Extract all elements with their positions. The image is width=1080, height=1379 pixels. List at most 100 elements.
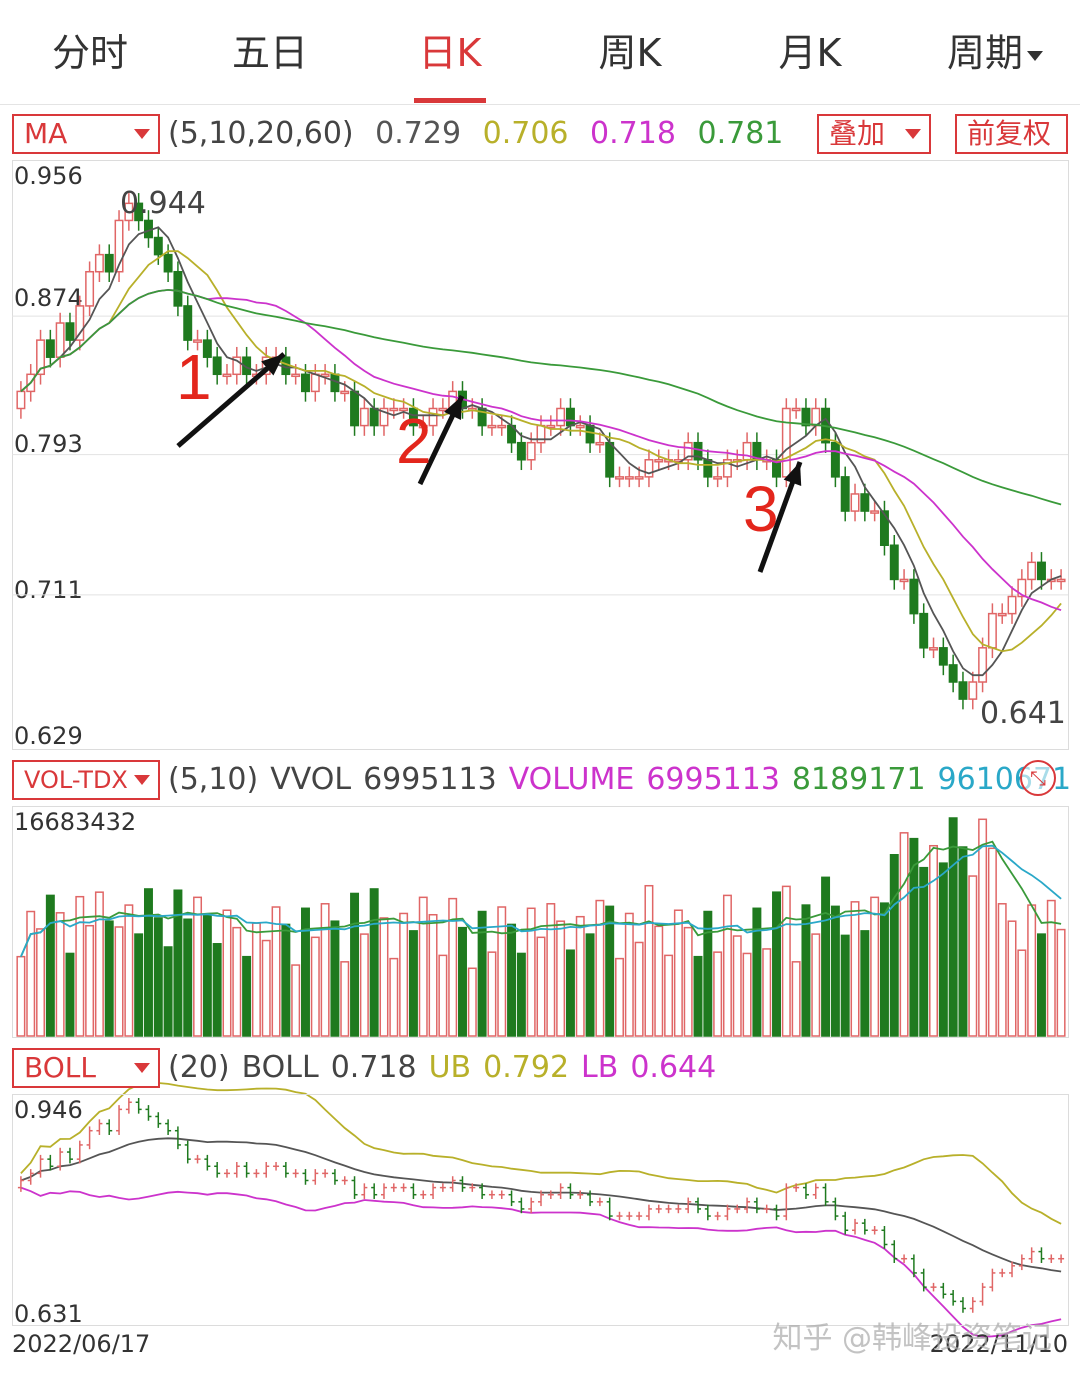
volume-bar-up xyxy=(232,926,242,1037)
volume-bar-up xyxy=(546,903,556,1037)
volume-bar-up xyxy=(654,925,664,1037)
tab-weekly-k[interactable]: 周K xyxy=(598,31,662,75)
volume-bar-down xyxy=(477,910,487,1037)
volume-bar-up xyxy=(418,896,428,1037)
volume-bar-up xyxy=(467,967,477,1037)
annotation-arrowhead xyxy=(783,462,802,486)
candle-up xyxy=(683,441,693,461)
candle-up xyxy=(291,373,301,378)
candle-down xyxy=(45,339,55,358)
volume-bar-up xyxy=(310,936,320,1037)
volume-bar-up xyxy=(75,895,85,1037)
candle-up xyxy=(232,356,242,376)
candle-up xyxy=(1027,561,1037,581)
vol-indicator-select[interactable]: VOL-TDX xyxy=(12,760,160,800)
candle-up xyxy=(713,476,723,480)
ma-indicator-select[interactable]: MA xyxy=(12,114,160,154)
tab-intraday[interactable]: 分时 xyxy=(51,31,128,75)
ma10-value: 0.706 xyxy=(482,116,569,151)
candle-up xyxy=(615,476,624,480)
candle-down xyxy=(65,322,75,341)
volume-bar-up xyxy=(664,954,674,1037)
annotation-1: 1 xyxy=(176,341,212,413)
active-tab-indicator xyxy=(414,98,486,103)
volume-bar-up xyxy=(781,885,791,1037)
volume-bar-down xyxy=(801,904,811,1037)
volume-bar-down xyxy=(879,902,889,1037)
volume-bar-down xyxy=(693,955,703,1037)
volume-bar-down xyxy=(242,955,252,1037)
vol-params: (5,10) xyxy=(168,762,259,797)
lb-value: 0.644 xyxy=(630,1050,717,1085)
boll-label: BOLL xyxy=(241,1050,319,1085)
adjust-button[interactable]: 前复权 xyxy=(955,114,1068,154)
volume-bar-down xyxy=(860,930,870,1037)
candle-down xyxy=(801,407,811,427)
volume-bar-down xyxy=(948,817,958,1037)
candle-up xyxy=(987,612,997,649)
candle-down xyxy=(202,339,212,358)
volume-label: VOLUME xyxy=(508,762,635,797)
volume-bar-up xyxy=(595,899,605,1037)
volume-bar-down xyxy=(143,888,153,1037)
ma-legend: (5,10,20,60) 0.729 0.706 0.718 0.781 xyxy=(168,116,795,151)
tab-daily-k[interactable]: 日K xyxy=(418,31,482,75)
volume-bar-up xyxy=(320,903,330,1037)
volume-bar-up xyxy=(359,933,369,1037)
volume-bar-up xyxy=(399,912,409,1037)
volume-bar-down xyxy=(565,949,575,1037)
boll-indicator-select[interactable]: BOLL xyxy=(12,1048,160,1088)
candle-up xyxy=(193,339,203,343)
annotation-arrowhead xyxy=(261,354,284,376)
tab-monthly-k[interactable]: 月K xyxy=(778,31,842,75)
candle-down xyxy=(1036,561,1046,581)
volume-bar-up xyxy=(722,894,732,1037)
candle-up xyxy=(654,459,664,463)
candle-up xyxy=(968,681,978,700)
candle-down xyxy=(840,476,850,512)
ma20-value: 0.718 xyxy=(590,116,676,151)
volume-bar-down xyxy=(153,917,163,1037)
start-date: 2022/06/17 xyxy=(12,1330,151,1358)
tab-five-day[interactable]: 五日 xyxy=(231,31,308,75)
boll-lower-line xyxy=(20,1186,1062,1338)
candle-up xyxy=(526,441,536,461)
candle-up xyxy=(438,407,448,412)
chevron-down-icon xyxy=(1027,50,1043,61)
volume-bar-up xyxy=(36,928,46,1037)
volume-bar-down xyxy=(958,846,968,1037)
expand-icon[interactable]: ⤡ xyxy=(1020,760,1056,796)
candle-up xyxy=(1007,595,1017,615)
volume-bar-up xyxy=(762,948,772,1037)
volume-bar-down xyxy=(516,952,526,1037)
volume-bar-down xyxy=(889,854,899,1037)
volume-value: 6995113 xyxy=(646,762,780,797)
candle-up xyxy=(16,390,26,410)
volume-bar-down xyxy=(772,891,781,1037)
volume-bar-up xyxy=(1056,928,1066,1037)
candle-up xyxy=(124,202,134,222)
volume-bar-up xyxy=(575,915,585,1037)
candle-up xyxy=(428,407,438,427)
chevron-down-icon xyxy=(134,129,150,139)
annotation-3: 3 xyxy=(743,473,779,545)
volume-bar-up xyxy=(987,847,997,1037)
candle-down xyxy=(173,270,183,307)
volume-bar-up xyxy=(124,904,134,1037)
volume-bar-down xyxy=(458,926,467,1037)
candle-down xyxy=(134,202,144,222)
tab-period[interactable]: 周期 xyxy=(915,22,1075,92)
boll-select-label: BOLL xyxy=(24,1051,96,1084)
candle-up xyxy=(114,219,124,273)
volume-bar-down xyxy=(173,889,183,1037)
volume-bar-up xyxy=(850,901,860,1037)
ub-value: 0.792 xyxy=(483,1050,570,1085)
chevron-down-icon xyxy=(905,129,921,139)
candle-down xyxy=(212,356,222,376)
volume-bar-up xyxy=(1017,949,1027,1037)
overlay-button[interactable]: 叠加 xyxy=(817,114,931,154)
vvol-value: 6995113 xyxy=(363,762,497,797)
volume-bar-up xyxy=(929,844,939,1037)
volume-bar-up xyxy=(428,913,438,1037)
candle-down xyxy=(585,424,595,444)
